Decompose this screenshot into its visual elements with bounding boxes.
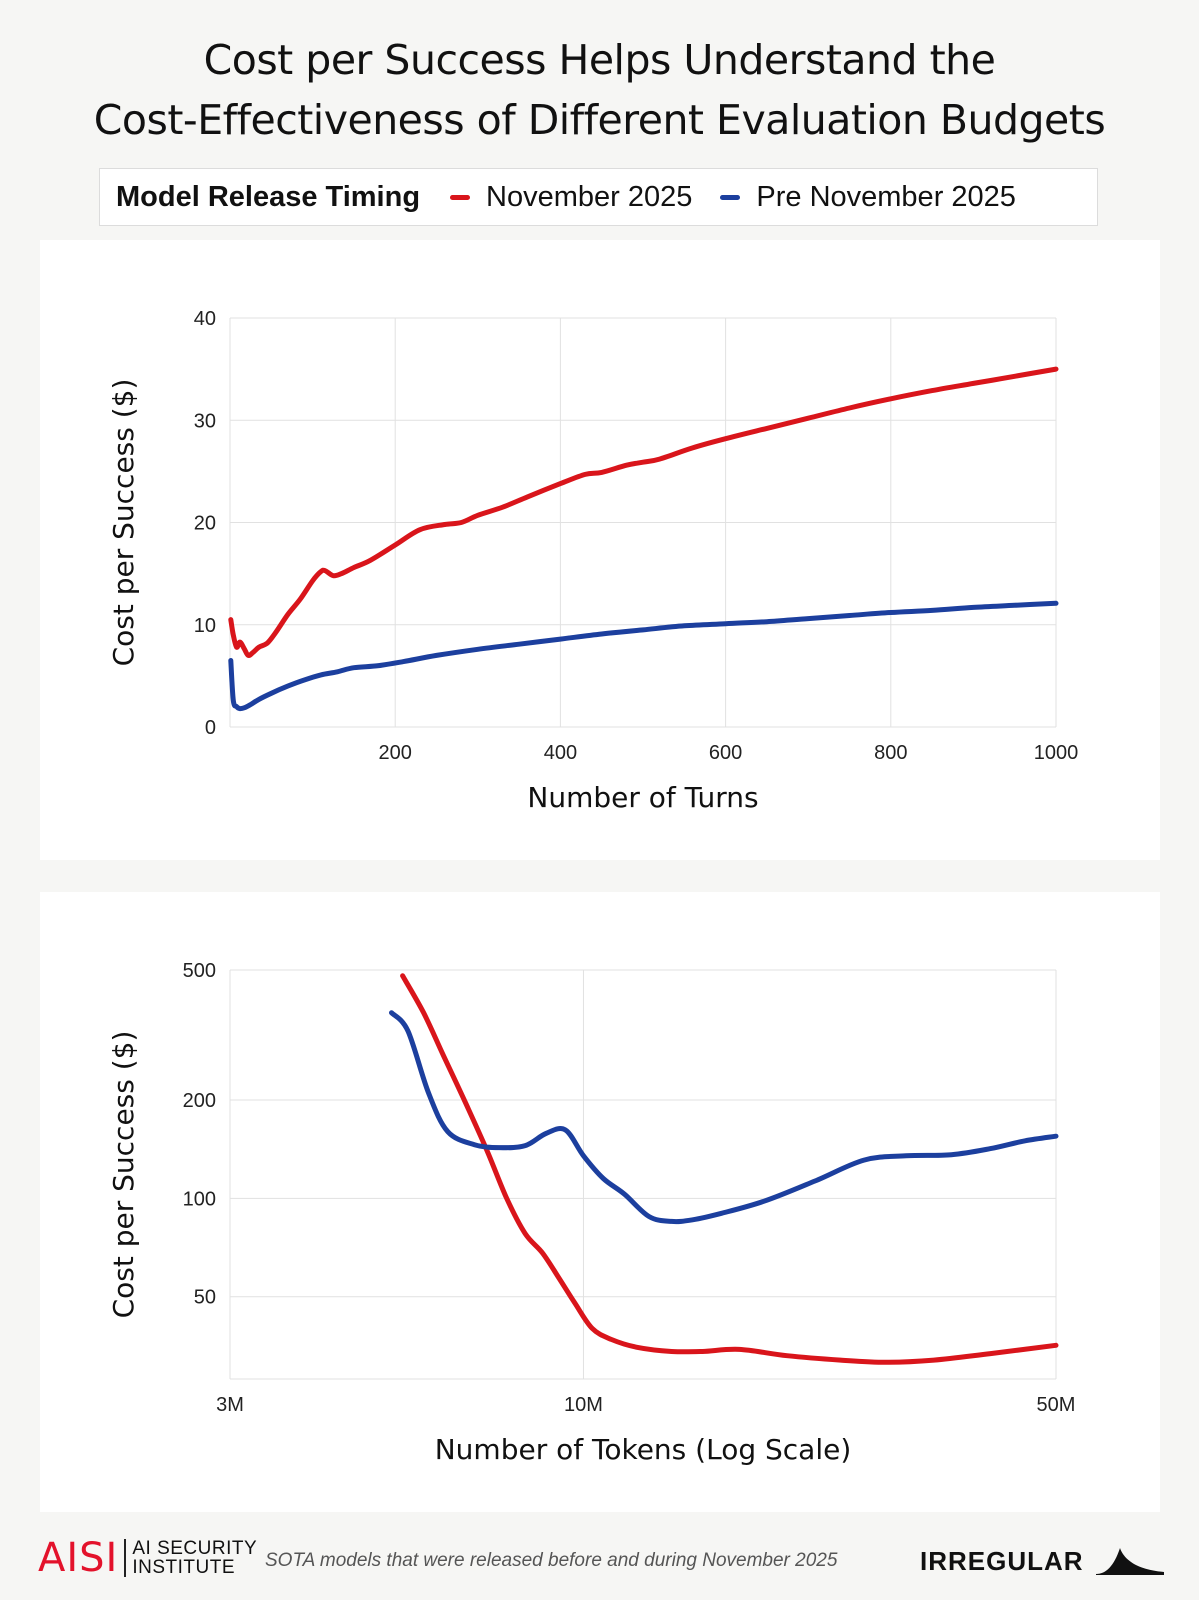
legend-item-pre-november-2025[interactable]: Pre November 2025 bbox=[720, 181, 1016, 214]
footer: AISI AI SECURITY INSTITUTE SOTA models t… bbox=[0, 1530, 1199, 1590]
legend-swatch-november-2025 bbox=[450, 194, 471, 200]
aisi-logo: AISI AI SECURITY INSTITUTE bbox=[38, 1538, 257, 1578]
x-tick-label: 10M bbox=[564, 1394, 603, 1416]
aisi-logo-line-2: INSTITUTE bbox=[132, 1557, 236, 1578]
x-tick-label: 400 bbox=[544, 742, 577, 764]
y-axis-title: Cost per Success ($) bbox=[107, 379, 140, 667]
irregular-logo: IRREGULAR bbox=[920, 1544, 1166, 1578]
turns-series-line-november-2025 bbox=[228, 366, 1059, 658]
tokens-series-line-pre-november-2025 bbox=[389, 1010, 1059, 1225]
aisi-logo-divider bbox=[124, 1539, 127, 1577]
turns-series-line-pre-november-2025 bbox=[228, 600, 1059, 712]
aisi-logo-mark: AISI bbox=[38, 1535, 119, 1581]
y-axis-title: Cost per Success ($) bbox=[107, 1031, 140, 1319]
tokens-series-line-november-2025 bbox=[400, 973, 1059, 1365]
page-title: Cost per Success Helps Understand the Co… bbox=[0, 30, 1199, 150]
y-tick-label: 0 bbox=[205, 717, 216, 739]
x-tick-label: 600 bbox=[709, 742, 742, 764]
y-tick-label: 500 bbox=[183, 960, 216, 982]
x-tick-label: 200 bbox=[379, 742, 412, 764]
legend-item-november-2025[interactable]: November 2025 bbox=[450, 181, 692, 214]
x-tick-label: 3M bbox=[216, 1394, 244, 1416]
footnote: SOTA models that were released before an… bbox=[265, 1550, 838, 1571]
title-line-2: Cost-Effectiveness of Different Evaluati… bbox=[93, 96, 1106, 144]
x-axis-title: Number of Tokens (Log Scale) bbox=[435, 1433, 852, 1466]
x-tick-label: 50M bbox=[1037, 1394, 1076, 1416]
y-tick-label: 10 bbox=[194, 615, 216, 637]
chart-panel-tokens: 50 100 200 500 3M 10M 50M Number of Tokens (Log… bbox=[40, 892, 1160, 1512]
y-tick-label: 20 bbox=[194, 513, 216, 535]
y-tick-label: 30 bbox=[194, 410, 216, 432]
x-axis-title: Number of Turns bbox=[527, 781, 758, 814]
aisi-logo-text: AI SECURITY INSTITUTE bbox=[132, 1539, 257, 1577]
aisi-logo-line-1: AI SECURITY bbox=[132, 1538, 258, 1559]
chart-cost-vs-tokens: 50 100 200 500 3M 10M 50M Number of Tokens (Log… bbox=[107, 960, 1076, 1466]
legend-swatch-pre-november-2025 bbox=[720, 194, 741, 200]
chart-cost-vs-turns: 0 10 20 30 40 200 400 600 800 1000 Number of Turns… bbox=[107, 308, 1079, 814]
x-tick-label: 1000 bbox=[1034, 742, 1079, 764]
y-tick-label: 200 bbox=[183, 1090, 216, 1112]
x-tick-label: 800 bbox=[874, 742, 907, 764]
legend-label-november-2025: November 2025 bbox=[486, 180, 693, 213]
legend: Model Release Timing November 2025 Pre N… bbox=[99, 168, 1098, 226]
irregular-wing-icon bbox=[1095, 1548, 1164, 1575]
title-line-1: Cost per Success Helps Understand the bbox=[203, 36, 996, 84]
irregular-logo-text: IRREGULAR bbox=[920, 1545, 1084, 1576]
legend-label-pre-november-2025: Pre November 2025 bbox=[756, 180, 1016, 213]
legend-title: Model Release Timing bbox=[116, 180, 421, 213]
y-tick-label: 40 bbox=[194, 308, 216, 330]
y-tick-label: 50 bbox=[194, 1287, 216, 1309]
chart-panel-turns: 0 10 20 30 40 200 400 600 800 1000 Number of Turns… bbox=[40, 240, 1160, 860]
y-tick-label: 100 bbox=[183, 1188, 216, 1210]
